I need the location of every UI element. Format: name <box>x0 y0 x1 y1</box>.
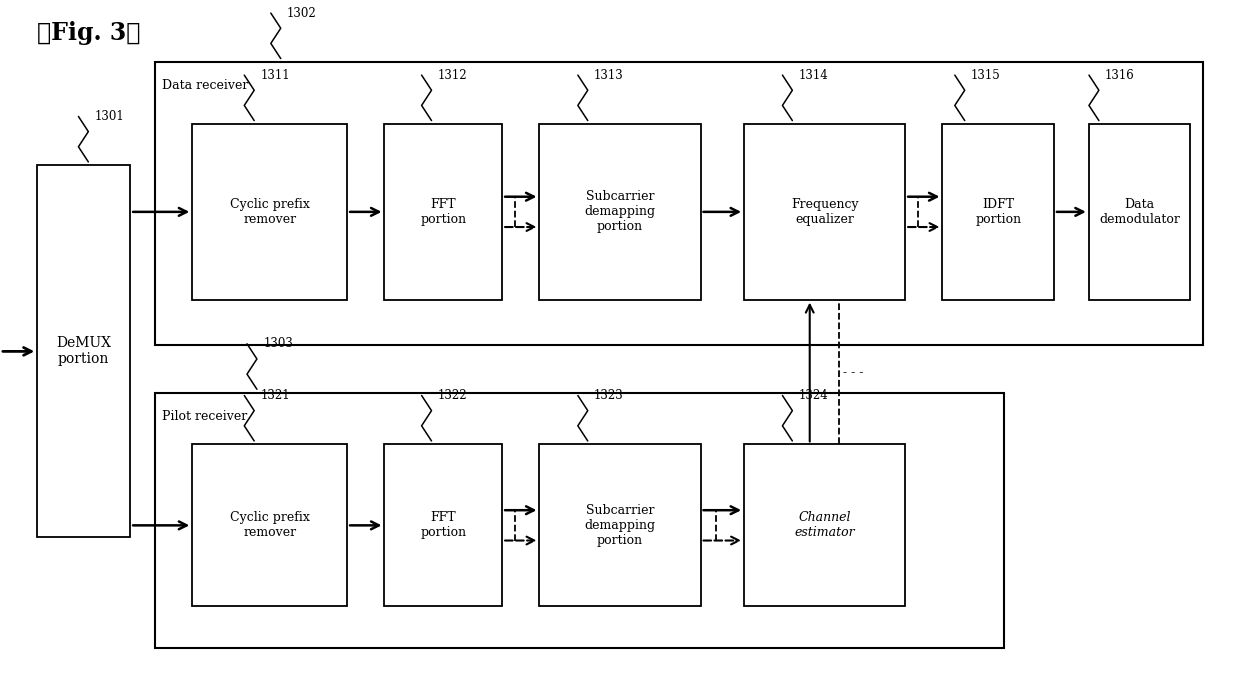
Bar <box>384 444 502 606</box>
Bar <box>384 124 502 300</box>
Bar <box>37 165 130 537</box>
Text: Cyclic prefix
remover: Cyclic prefix remover <box>229 198 310 226</box>
Text: Pilot receiver: Pilot receiver <box>162 410 248 423</box>
Text: 1322: 1322 <box>438 389 467 402</box>
Bar <box>192 124 347 300</box>
Text: 【Fig. 3】: 【Fig. 3】 <box>37 21 140 45</box>
Text: Subcarrier
demapping
portion: Subcarrier demapping portion <box>584 504 656 547</box>
Text: 1303: 1303 <box>263 338 293 350</box>
Text: 1314: 1314 <box>799 69 828 81</box>
Bar <box>192 444 347 606</box>
Bar <box>744 444 905 606</box>
Bar <box>539 124 701 300</box>
Text: FFT
portion: FFT portion <box>420 511 466 539</box>
Text: Data receiver: Data receiver <box>162 79 249 92</box>
Text: 1316: 1316 <box>1105 69 1135 81</box>
Text: 1315: 1315 <box>971 69 1001 81</box>
Text: 1323: 1323 <box>594 389 624 402</box>
Bar <box>155 393 1004 648</box>
Text: Frequency
equalizer: Frequency equalizer <box>791 198 858 226</box>
Text: Subcarrier
demapping
portion: Subcarrier demapping portion <box>584 190 656 234</box>
Text: 1302: 1302 <box>286 7 316 19</box>
Text: DeMUX
portion: DeMUX portion <box>56 336 112 367</box>
Text: Cyclic prefix
remover: Cyclic prefix remover <box>229 511 310 539</box>
Text: FFT
portion: FFT portion <box>420 198 466 226</box>
Text: 1321: 1321 <box>260 389 290 402</box>
Text: Data
demodulator: Data demodulator <box>1099 198 1180 226</box>
Text: 1313: 1313 <box>594 69 624 81</box>
Text: 1324: 1324 <box>799 389 828 402</box>
Bar <box>942 124 1054 300</box>
Text: 1311: 1311 <box>260 69 290 81</box>
Bar <box>1089 124 1190 300</box>
Text: 1312: 1312 <box>438 69 467 81</box>
Bar <box>539 444 701 606</box>
Text: - - -: - - - <box>843 366 863 378</box>
Text: IDFT
portion: IDFT portion <box>975 198 1022 226</box>
Bar <box>744 124 905 300</box>
Bar <box>155 62 1203 344</box>
Text: Channel
estimator: Channel estimator <box>795 511 854 539</box>
Text: 1301: 1301 <box>94 110 124 123</box>
